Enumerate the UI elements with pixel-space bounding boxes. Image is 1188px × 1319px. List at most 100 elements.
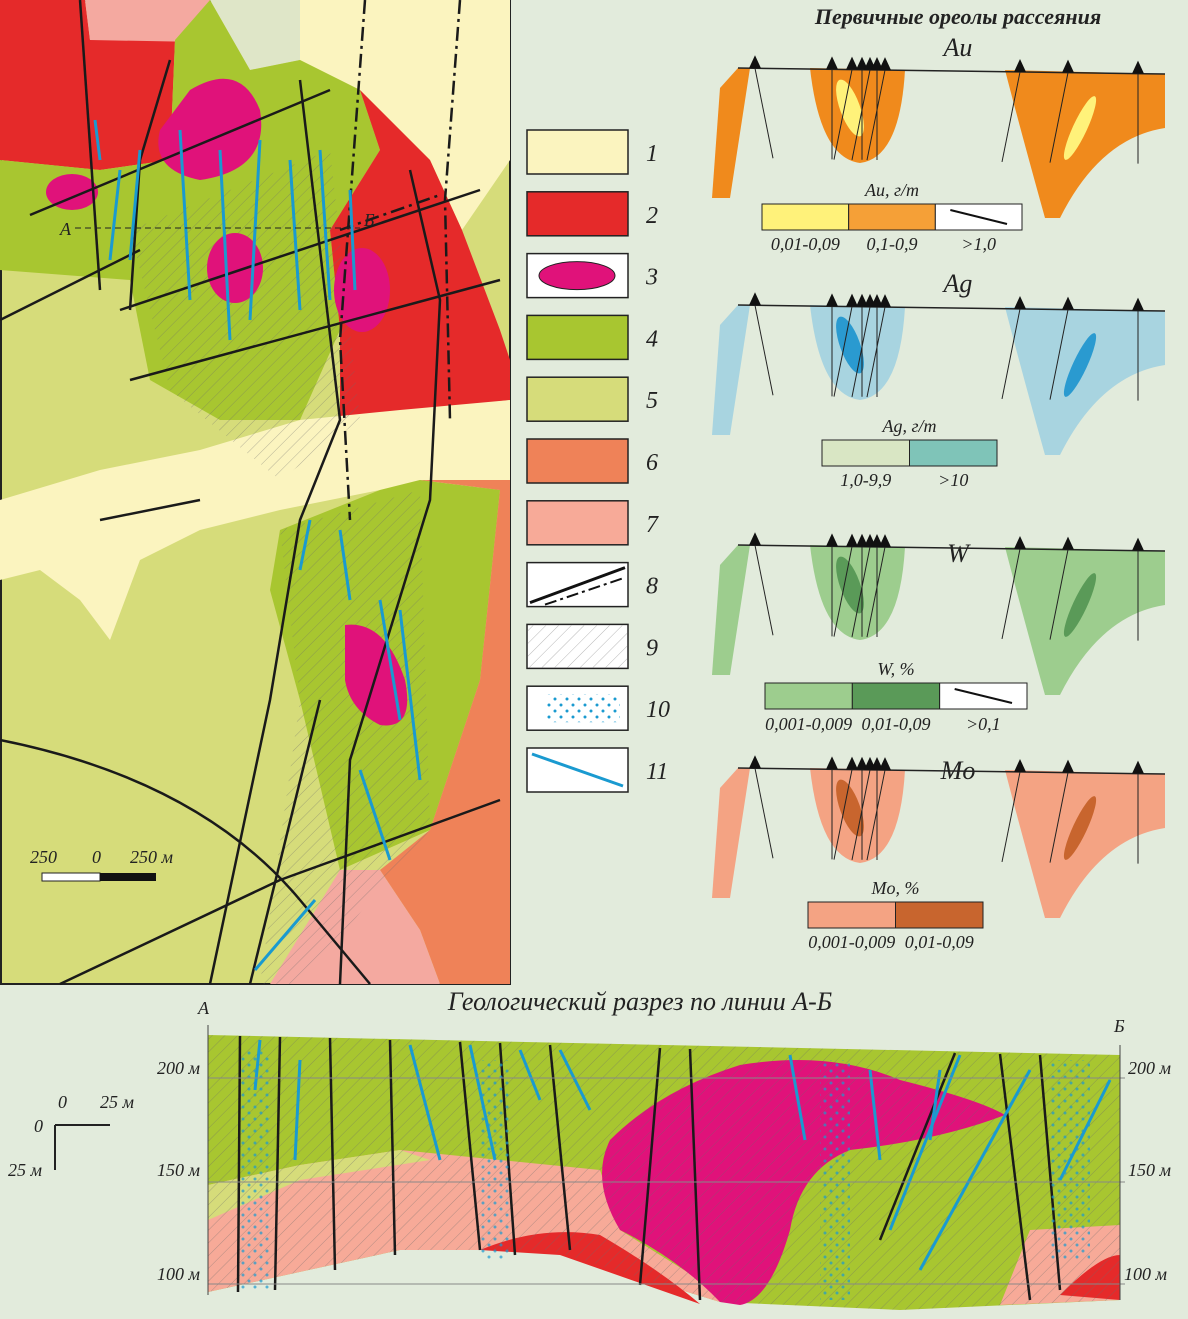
scale-title: Au, г/т — [864, 180, 919, 200]
borehole-mark — [871, 293, 883, 307]
class-swatch — [821, 439, 910, 467]
borehole — [866, 306, 886, 398]
class-swatch — [950, 209, 1008, 225]
depth-label: 200 м — [1128, 1058, 1172, 1078]
section-title: Геологический разрез по линии А-Б — [447, 987, 832, 1016]
surface — [737, 767, 1166, 775]
class-swatch — [895, 901, 984, 929]
depth-label: 100 м — [157, 1264, 201, 1284]
scale-label: 0 — [58, 1092, 67, 1112]
halo-shape — [712, 68, 750, 198]
legend-label: 9 — [646, 635, 658, 661]
borehole — [754, 545, 774, 636]
borehole-mark — [749, 292, 761, 306]
scale-label: 0 — [34, 1116, 43, 1136]
borehole-mark — [879, 757, 891, 771]
class-label: 0,001-0,009 — [765, 714, 852, 734]
legend-label: 10 — [646, 697, 670, 723]
halo-core — [836, 779, 864, 837]
borehole-mark — [1014, 58, 1026, 72]
element-name: Au — [942, 33, 973, 62]
borehole-mark — [871, 56, 883, 70]
section: Геологический разрез по линии А-Б А Б 20… — [8, 987, 1172, 1310]
borehole — [866, 769, 886, 861]
borehole-mark — [1014, 758, 1026, 772]
scale-label: 25 м — [100, 1092, 135, 1112]
borehole — [1001, 308, 1021, 400]
borehole-mark — [856, 533, 868, 547]
legend-box — [526, 438, 629, 484]
borehole-mark — [846, 756, 858, 770]
halo-core — [1063, 796, 1097, 860]
borehole-mark — [749, 55, 761, 69]
map-label-a: А — [59, 219, 72, 239]
borehole — [754, 305, 774, 396]
depth-label: 200 м — [157, 1058, 201, 1078]
element-name: Ag — [942, 269, 973, 298]
borehole-mark — [826, 293, 838, 307]
borehole-mark — [1062, 536, 1074, 550]
legend-label: 2 — [646, 203, 658, 229]
legend-label: 6 — [646, 450, 658, 476]
borehole-mark — [749, 532, 761, 546]
borehole-mark — [1132, 760, 1144, 774]
borehole — [1049, 549, 1069, 640]
borehole-mark — [826, 756, 838, 770]
borehole-mark — [1014, 295, 1026, 309]
halo-shape — [1005, 70, 1165, 218]
borehole-mark — [1062, 296, 1074, 310]
borehole — [851, 769, 871, 860]
halos: Первичные ореолы рассеяния Au Au, г/т 0,01… — [712, 4, 1166, 952]
borehole-mark — [879, 57, 891, 71]
class-label: >0,1 — [966, 714, 1001, 734]
legend-label: 4 — [646, 326, 658, 352]
borehole-mark — [846, 56, 858, 70]
borehole-mark — [1062, 759, 1074, 773]
borehole — [833, 306, 853, 397]
borehole-mark — [1132, 60, 1144, 74]
borehole-mark — [846, 533, 858, 547]
halo-core — [1063, 573, 1097, 637]
legend: 1 2 3 4 5 6 7 8 9 10 11 — [526, 129, 670, 793]
scale-label: 250 — [30, 847, 57, 867]
borehole-mark — [826, 56, 838, 70]
borehole-mark — [1062, 59, 1074, 73]
class-swatch — [954, 688, 1013, 704]
borehole-mark — [1132, 297, 1144, 311]
class-swatch — [807, 901, 896, 929]
legend-swatch — [529, 566, 626, 605]
surface — [737, 544, 1166, 552]
class-label: 0,01-0,09 — [862, 714, 931, 734]
borehole — [866, 546, 886, 638]
borehole-mark — [871, 533, 883, 547]
borehole — [1001, 71, 1021, 163]
class-swatch — [909, 439, 998, 467]
halo-core — [1063, 96, 1097, 160]
class-label: 0,001-0,009 — [808, 932, 895, 952]
legend-box — [526, 314, 629, 361]
class-label: >1,0 — [961, 234, 996, 254]
depth-label: 100 м — [1124, 1264, 1168, 1284]
section-end: Б — [1113, 1016, 1125, 1036]
halos-title: Первичные ореолы рассеяния — [814, 4, 1101, 29]
borehole — [1049, 72, 1069, 163]
legend-label: 1 — [646, 141, 658, 167]
legend-label: 7 — [646, 512, 659, 538]
legend-label: 8 — [646, 574, 658, 600]
class-label: >10 — [938, 470, 968, 490]
scale-label: 25 м — [8, 1160, 43, 1180]
legend-swatch — [544, 576, 626, 606]
class-swatch — [848, 203, 936, 231]
halo-shape — [712, 768, 750, 898]
borehole — [866, 69, 886, 161]
halo-core — [836, 556, 864, 614]
borehole-mark — [826, 533, 838, 547]
class-swatch — [764, 682, 853, 710]
borehole — [754, 68, 774, 159]
borehole — [754, 768, 774, 859]
borehole — [851, 306, 871, 397]
halo-shape — [712, 545, 750, 675]
borehole — [833, 69, 853, 160]
borehole — [851, 69, 871, 160]
